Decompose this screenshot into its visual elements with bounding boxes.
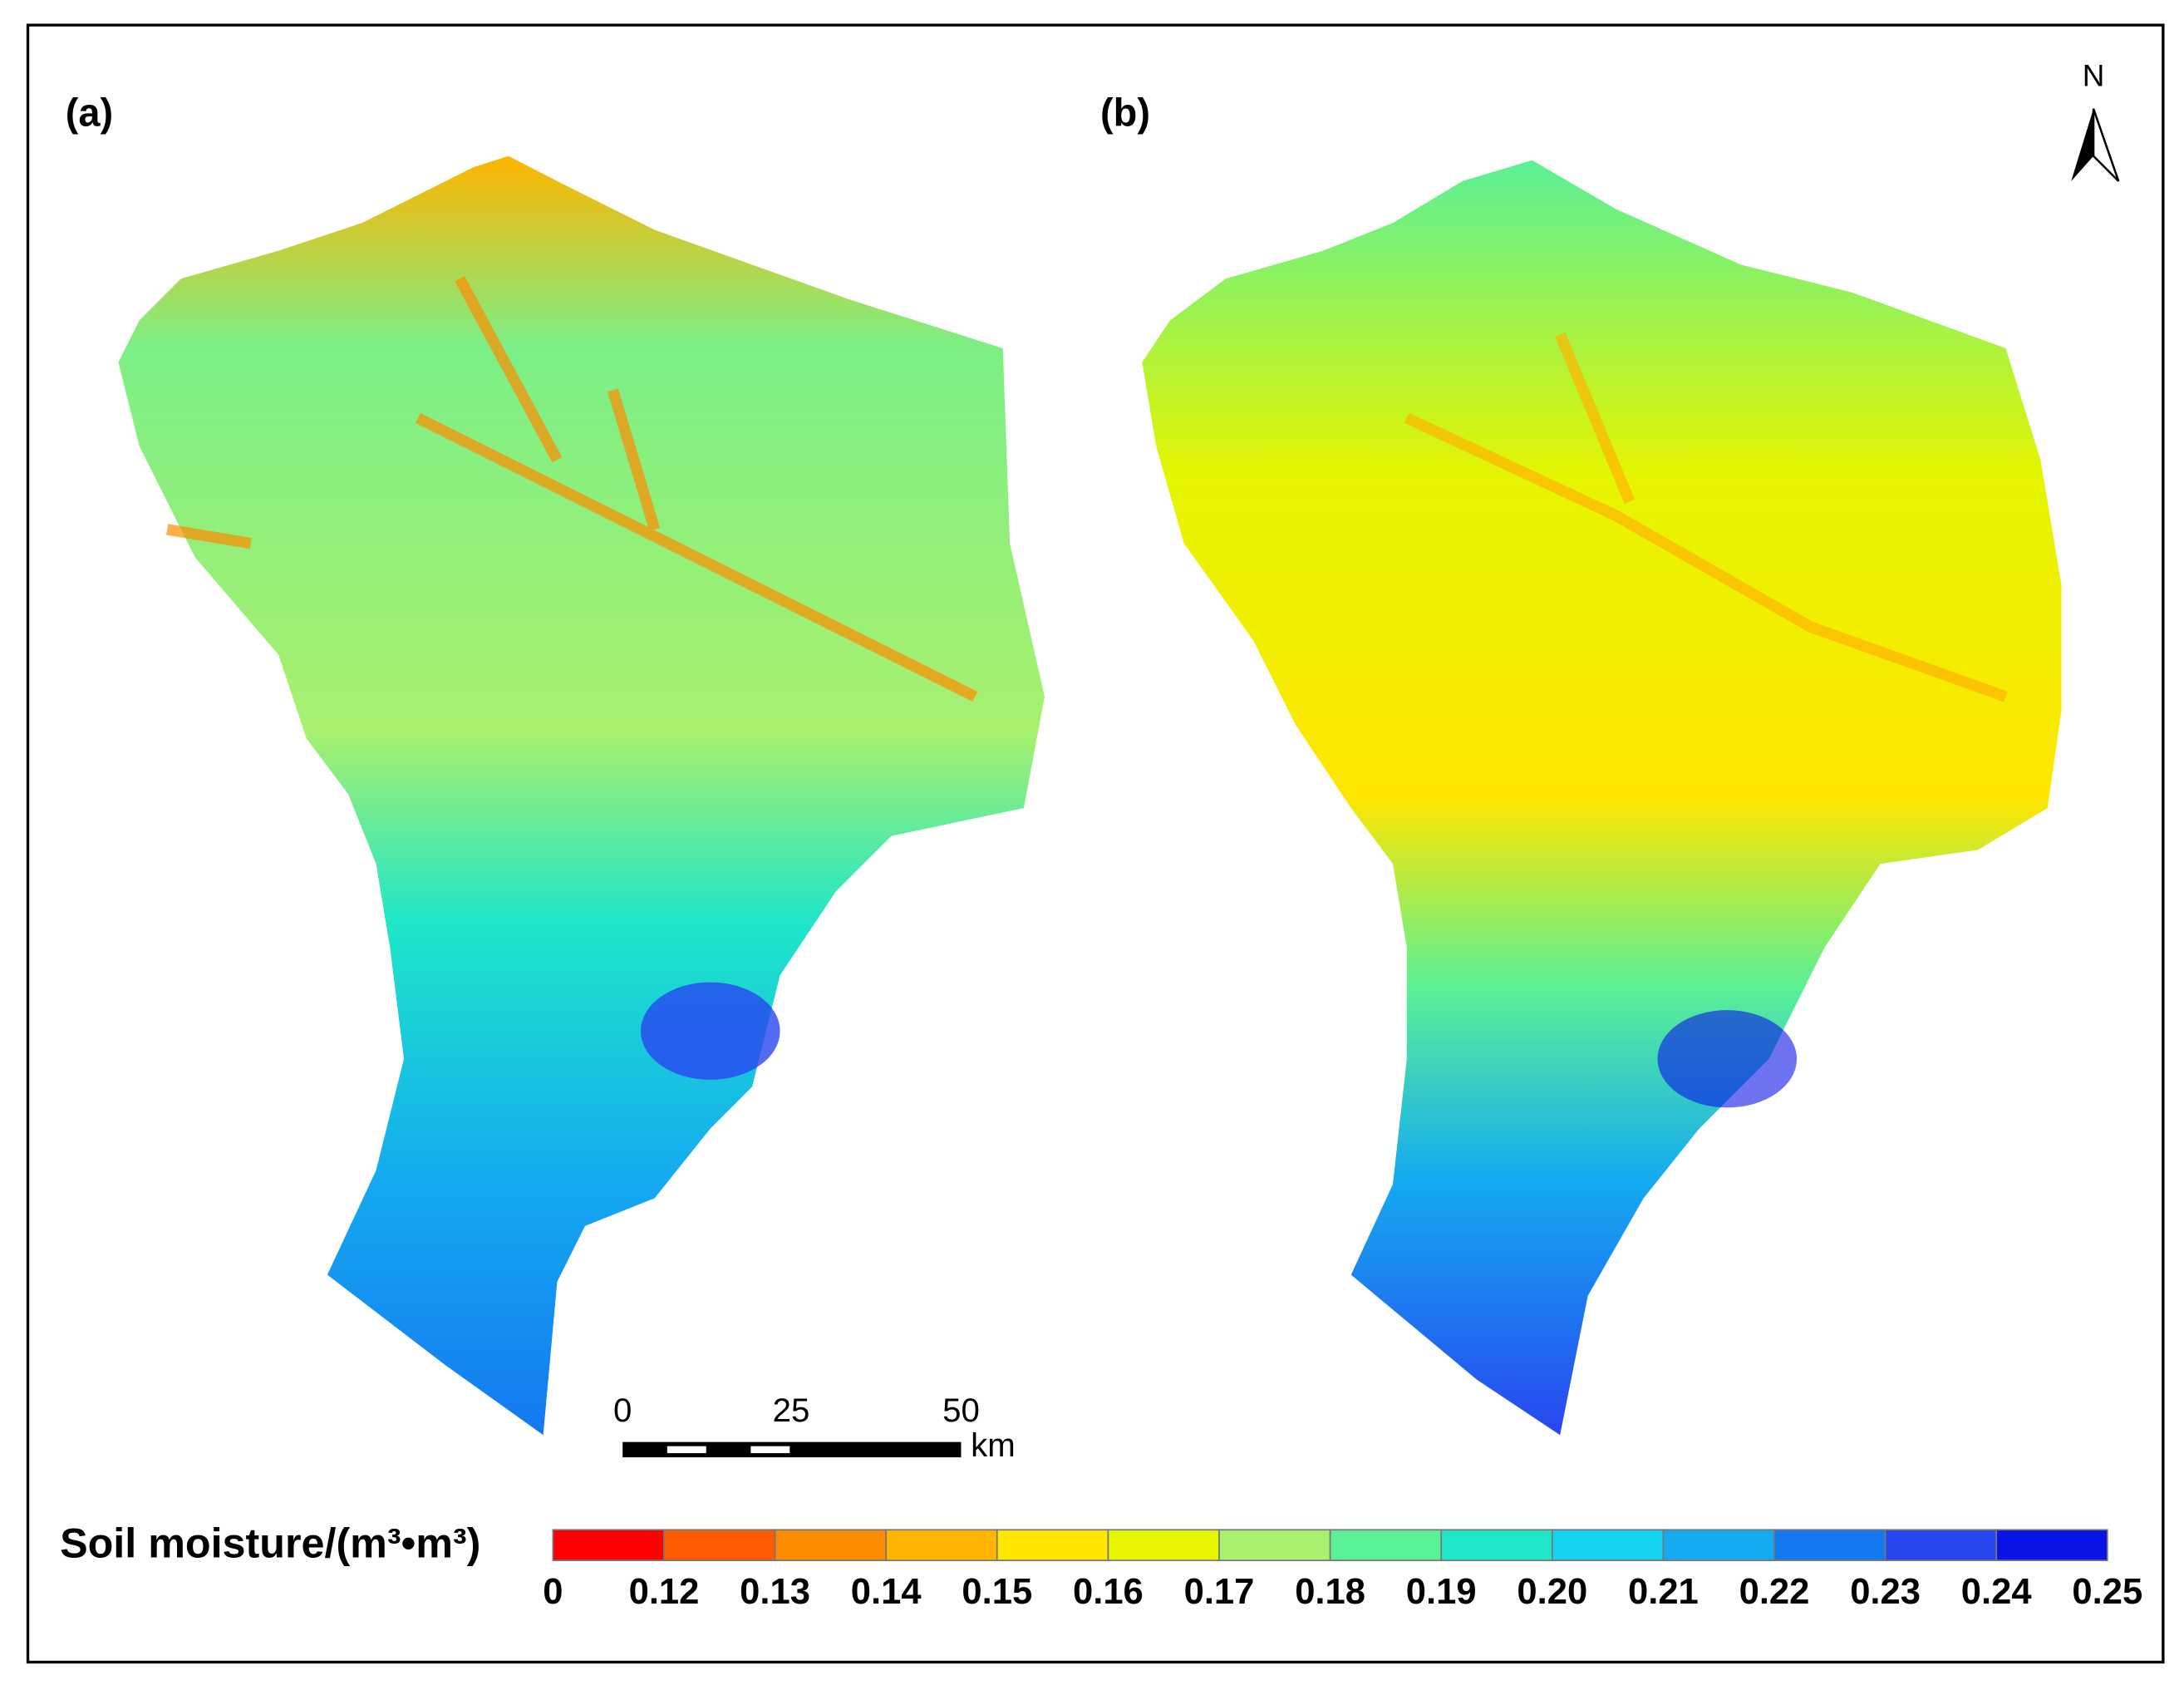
- legend-tick-label: 0.14: [851, 1572, 922, 1612]
- legend-swatch: [1773, 1529, 1886, 1561]
- legend-swatch: [552, 1529, 665, 1561]
- legend-tick-label: 0: [543, 1572, 563, 1612]
- map-a-texture: [640, 982, 780, 1080]
- legend-tick-label: 0.15: [962, 1572, 1032, 1612]
- legend-tick-label: 0.25: [2072, 1572, 2142, 1612]
- legend-tick-label: 0.24: [1961, 1572, 2032, 1612]
- map-a-texture: [166, 276, 978, 702]
- legend-swatch: [1995, 1529, 2108, 1561]
- scale-label: 0: [613, 1392, 632, 1429]
- map-b: [1142, 160, 2062, 1436]
- legend-tick-label: 0.20: [1517, 1572, 1587, 1612]
- legend-tick-label: 0.19: [1406, 1572, 1477, 1612]
- scale-label: 25: [773, 1392, 810, 1429]
- legend-title: Soil moisture/(m³•m³): [60, 1520, 480, 1567]
- legend-tick-label: 0.21: [1628, 1572, 1699, 1612]
- legend-swatch: [1218, 1529, 1331, 1561]
- legend-tick-label: 0.12: [629, 1572, 700, 1612]
- legend-swatch: [1884, 1529, 1998, 1561]
- north-arrow: [2092, 108, 2120, 182]
- legend-tick-label: 0.23: [1850, 1572, 1921, 1612]
- frame: [26, 23, 2165, 1664]
- legend-swatch: [1662, 1529, 1775, 1561]
- legend-tick-label: 0.13: [740, 1572, 810, 1612]
- legend-swatch: [1440, 1529, 1553, 1561]
- legend-swatch: [1551, 1529, 1665, 1561]
- legend-tick-label: 0.18: [1295, 1572, 1365, 1612]
- map-b-texture: [1404, 332, 2008, 702]
- panel-label: (a): [66, 91, 113, 134]
- map-a: [118, 155, 1045, 1436]
- legend-tick-label: 0.16: [1073, 1572, 1144, 1612]
- legend-swatch: [774, 1529, 888, 1561]
- scale-label: 50: [942, 1392, 980, 1429]
- panel-label: (b): [1100, 91, 1150, 134]
- legend-swatch: [996, 1529, 1109, 1561]
- scale-bar: [622, 1441, 962, 1458]
- north-label: N: [2083, 59, 2105, 93]
- scale-bar-segment: [667, 1446, 706, 1454]
- scale-bar-body: [622, 1441, 962, 1458]
- map-b-texture: [1657, 1010, 1798, 1108]
- legend-swatch: [1107, 1529, 1220, 1561]
- north-arrow: [2071, 108, 2094, 181]
- legend-swatch: [885, 1529, 998, 1561]
- scale-bar-segment: [750, 1446, 790, 1454]
- legend-tick-label: 0.22: [1739, 1572, 1810, 1612]
- scale-unit: km: [971, 1426, 1016, 1464]
- legend-swatch: [1329, 1529, 1443, 1561]
- colorbar: 0 0.12 0.13 0.14 0.15 0.16 0.17 0.18 0.19 0.20 0.2…: [543, 1529, 2142, 1612]
- legend-swatch: [663, 1529, 776, 1561]
- legend-tick-label: 0.17: [1184, 1572, 1255, 1612]
